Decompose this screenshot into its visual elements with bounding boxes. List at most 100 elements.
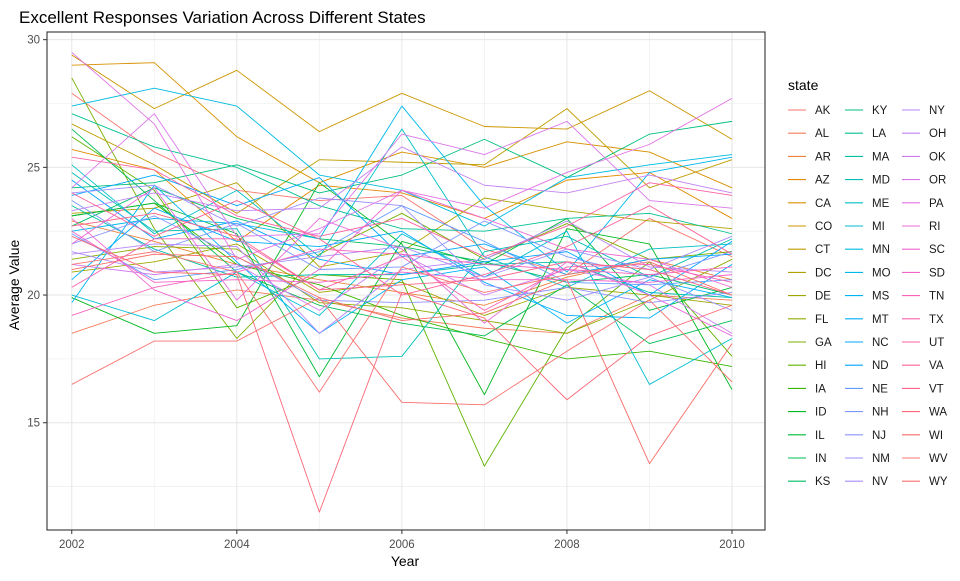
legend-label-wa: WA bbox=[929, 407, 947, 419]
legend-label-va: VA bbox=[929, 360, 944, 372]
x-tick-label: 2010 bbox=[719, 539, 745, 551]
y-tick-label: 25 bbox=[27, 162, 40, 174]
series-line-wa bbox=[71, 235, 733, 513]
series-line-de bbox=[71, 243, 733, 316]
legend-label-id: ID bbox=[815, 407, 827, 419]
legend-label-la: LA bbox=[872, 128, 886, 140]
legend-label-wy: WY bbox=[929, 476, 948, 488]
legend-label-co: CO bbox=[815, 221, 832, 233]
grid-lines bbox=[47, 32, 765, 530]
series-line-ri bbox=[71, 187, 733, 337]
legend-label-sc: SC bbox=[929, 244, 945, 256]
legend-label-ne: NE bbox=[872, 383, 888, 395]
series-line-ms bbox=[71, 184, 733, 334]
series-lines bbox=[71, 52, 733, 513]
series-line-ky bbox=[71, 120, 733, 194]
series-line-co bbox=[71, 54, 733, 140]
legend-label-fl: FL bbox=[815, 314, 829, 326]
x-tick-label: 2008 bbox=[554, 539, 580, 551]
series-line-sc bbox=[71, 189, 733, 322]
series-line-ut bbox=[71, 156, 733, 258]
series-line-dc bbox=[71, 182, 733, 268]
series-line-va bbox=[71, 192, 733, 296]
legend-label-ri: RI bbox=[929, 221, 941, 233]
series-line-nj bbox=[71, 215, 733, 304]
legend-label-ks: KS bbox=[815, 476, 831, 488]
legend-label-ut: UT bbox=[929, 337, 944, 349]
legend-label-nv: NV bbox=[872, 476, 888, 488]
legend-label-in: IN bbox=[815, 453, 827, 465]
legend-label-vt: VT bbox=[929, 383, 944, 395]
x-axis-label: Year bbox=[391, 553, 420, 569]
legend-label-or: OR bbox=[929, 175, 946, 187]
legend-label-sd: SD bbox=[929, 267, 945, 279]
y-axis-label: Average Value bbox=[6, 240, 22, 331]
legend-label-mi: MI bbox=[872, 221, 885, 233]
y-tick-label: 30 bbox=[27, 35, 40, 47]
legend-label-md: MD bbox=[872, 175, 890, 187]
series-line-ia bbox=[71, 202, 733, 367]
legend-label-dc: DC bbox=[815, 267, 832, 279]
series-line-ga bbox=[71, 77, 733, 339]
legend-label-tn: TN bbox=[929, 291, 944, 303]
legend-label-mt: MT bbox=[872, 314, 889, 326]
legend-label-ia: IA bbox=[815, 383, 826, 395]
legend-label-tx: TX bbox=[929, 314, 944, 326]
legend-label-az: AZ bbox=[815, 175, 830, 187]
legend-label-ak: AK bbox=[815, 105, 831, 117]
x-tick-label: 2006 bbox=[389, 539, 415, 551]
legend-label-ms: MS bbox=[872, 291, 890, 303]
y-tick-label: 15 bbox=[27, 418, 40, 430]
series-line-id bbox=[71, 182, 733, 396]
series-line-or bbox=[71, 113, 733, 237]
series-line-ak bbox=[71, 92, 733, 276]
series-line-az bbox=[71, 149, 733, 242]
legend-label-nh: NH bbox=[872, 407, 889, 419]
legend-label-ar: AR bbox=[815, 151, 831, 163]
series-line-nv bbox=[71, 235, 733, 278]
legend-label-mn: MN bbox=[872, 244, 890, 256]
series-line-oh bbox=[71, 146, 733, 212]
series-line-ct bbox=[71, 108, 733, 214]
series-line-wy bbox=[71, 297, 733, 406]
legend-label-ca: CA bbox=[815, 198, 831, 210]
legend-label-mo: MO bbox=[872, 267, 891, 279]
legend-label-ny: NY bbox=[929, 105, 945, 117]
legend-label-ky: KY bbox=[872, 105, 888, 117]
series-line-md bbox=[71, 172, 733, 360]
chart-title: Excellent Responses Variation Across Dif… bbox=[19, 8, 426, 27]
legend-label-ma: MA bbox=[872, 151, 890, 163]
legend: state AK AL AR AZ CA CO CT DC DE FL GA HI IA ID IL IN KS… bbox=[788, 77, 948, 488]
legend-label-de: DE bbox=[815, 291, 831, 303]
legend-label-ok: OK bbox=[929, 151, 946, 163]
legend-label-al: AL bbox=[815, 128, 830, 140]
legend-title: state bbox=[788, 77, 819, 93]
series-line-tn bbox=[71, 248, 733, 316]
legend-label-il: IL bbox=[815, 430, 825, 442]
series-line-sd bbox=[71, 230, 733, 283]
series-line-vt bbox=[71, 212, 733, 296]
series-line-ny bbox=[71, 220, 733, 334]
legend-label-ct: CT bbox=[815, 244, 830, 256]
legend-label-nd: ND bbox=[872, 360, 889, 372]
axes: 2002 2004 2006 2008 2010 15 20 25 30 bbox=[27, 35, 745, 551]
legend-label-wi: WI bbox=[929, 430, 943, 442]
series-line-wi bbox=[71, 253, 733, 465]
legend-label-ga: GA bbox=[815, 337, 832, 349]
x-tick-label: 2002 bbox=[59, 539, 85, 551]
legend-label-nj: NJ bbox=[872, 430, 886, 442]
series-line-mi bbox=[71, 230, 733, 385]
legend-label-nc: NC bbox=[872, 337, 889, 349]
x-tick-label: 2004 bbox=[224, 539, 250, 551]
legend-label-wv: WV bbox=[929, 453, 948, 465]
legend-label-me: ME bbox=[872, 198, 890, 210]
series-line-tx bbox=[71, 238, 733, 311]
series-line-fl bbox=[71, 246, 733, 334]
series-line-wv bbox=[71, 251, 733, 393]
y-tick-label: 20 bbox=[27, 290, 40, 302]
series-line-nd bbox=[71, 179, 733, 296]
legend-label-oh: OH bbox=[929, 128, 946, 140]
